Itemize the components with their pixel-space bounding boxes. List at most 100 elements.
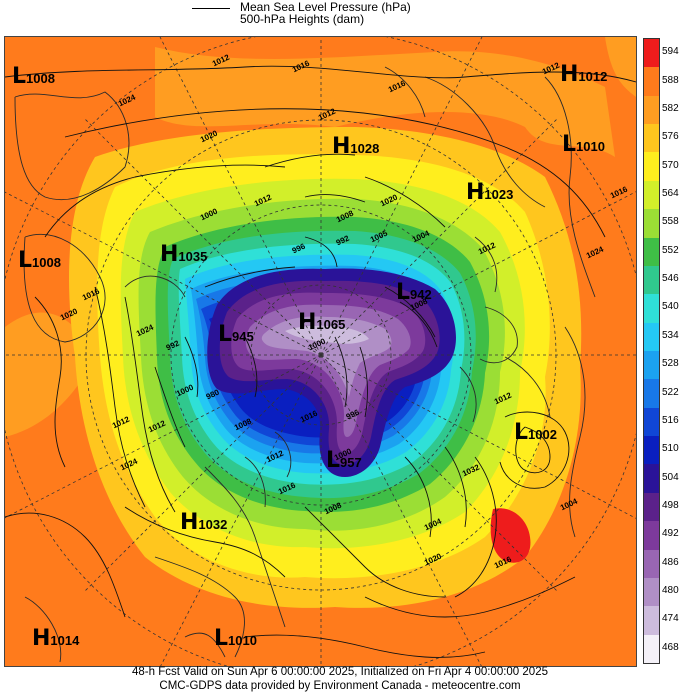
center-letter: L — [562, 132, 577, 157]
center-pressure-value: 1012 — [578, 69, 608, 84]
low-center-l1008-w: L1008 — [18, 248, 61, 273]
legend-mslp-label: Mean Sea Level Pressure (hPa) — [240, 0, 411, 14]
center-letter: H — [466, 180, 485, 205]
center-pressure-value: 942 — [410, 287, 432, 302]
fill-474 — [285, 325, 369, 344]
colorbar-level-label: 504 — [662, 471, 679, 483]
colorbar-cell — [644, 464, 659, 494]
center-pressure-value: 945 — [232, 329, 254, 344]
height-colorbar — [643, 38, 660, 664]
center-letter: L — [396, 280, 411, 305]
colorbar-cell — [644, 152, 659, 182]
center-pressure-value: 1032 — [198, 517, 228, 532]
colorbar-level-label: 486 — [662, 556, 679, 568]
colorbar-level-label: 588 — [662, 74, 679, 86]
center-pressure-value: 1014 — [50, 633, 80, 648]
colorbar-cell — [644, 124, 659, 153]
colorbar-cell — [644, 577, 659, 607]
fill-582-west — [5, 312, 95, 437]
map-footer: 48-h Fcst Valid on Sun Apr 6 00:00:00 20… — [0, 665, 680, 693]
center-letter: L — [12, 64, 27, 89]
colorbar-level-label: 480 — [662, 585, 679, 597]
colorbar-cell — [644, 95, 659, 125]
colorbar-cell — [644, 407, 659, 437]
isobar-lines — [5, 65, 636, 658]
colorbar-level-label: 498 — [662, 500, 679, 511]
colorbar-cell — [644, 351, 659, 380]
center-letter: L — [218, 322, 233, 347]
colorbar-cell — [644, 294, 659, 324]
high-center-h1065: H1065 — [298, 310, 345, 335]
center-letter: L — [514, 420, 529, 445]
center-letter: H — [32, 626, 51, 651]
colorbar-level-label: 546 — [662, 273, 679, 285]
colorbar-cell — [644, 606, 659, 636]
center-pressure-value: 1008 — [32, 255, 61, 270]
colorbar-cell — [644, 39, 659, 68]
colorbar-level-label: 474 — [662, 613, 679, 625]
colorbar-level-label: 576 — [662, 131, 679, 143]
colorbar-level-label: 516 — [662, 414, 679, 426]
colorbar-level-label: 468 — [662, 641, 679, 653]
colorbar-level-label: 510 — [662, 443, 679, 455]
colorbar-level-label: 582 — [662, 102, 679, 114]
colorbar-cell — [644, 634, 659, 664]
high-center-h1012-ne: H1012 — [560, 62, 607, 87]
low-center-l1002: L1002 — [514, 420, 557, 445]
high-center-h1035: H1035 — [160, 242, 207, 267]
center-pressure-value: 1008 — [26, 71, 55, 86]
colorbar-level-label: 522 — [662, 386, 679, 398]
colorbar-cell — [644, 180, 659, 210]
center-letter: H — [180, 510, 199, 535]
colorbar-level-label: 594 — [662, 46, 679, 58]
map-legend: Mean Sea Level Pressure (hPa) 500-hPa He… — [0, 0, 680, 36]
low-center-l957: L957 — [326, 448, 362, 473]
colorbar-cell — [644, 549, 659, 579]
colorbar-cell — [644, 322, 659, 352]
colorbar-level-label: 558 — [662, 216, 679, 228]
colorbar-cell — [644, 492, 659, 522]
low-center-l945: L945 — [218, 322, 254, 347]
colorbar-cell — [644, 436, 659, 465]
high-center-h1032: H1032 — [180, 510, 227, 535]
colorbar-level-label: 540 — [662, 301, 679, 313]
fill-594-spot — [490, 508, 531, 563]
high-center-h1028: H1028 — [332, 134, 379, 159]
data-credit-text: CMC-GDPS data provided by Environment Ca… — [159, 680, 521, 692]
center-letter: H — [332, 134, 351, 159]
low-center-l942: L942 — [396, 280, 432, 305]
coastlines — [14, 66, 596, 663]
colorbar-level-label: 492 — [662, 528, 679, 540]
valid-time-text: 48-h Fcst Valid on Sun Apr 6 00:00:00 20… — [132, 666, 548, 678]
center-pressure-value: 957 — [340, 455, 362, 470]
center-pressure-value: 1035 — [178, 249, 208, 264]
high-center-h1014: H1014 — [32, 626, 79, 651]
center-pressure-value: 1065 — [316, 317, 346, 332]
legend-heights-label: 500-hPa Heights (dam) — [240, 12, 365, 26]
colorbar-cell — [644, 237, 659, 267]
center-letter: L — [326, 448, 341, 473]
colorbar-level-label: 570 — [662, 159, 679, 171]
center-pressure-value: 1010 — [576, 139, 605, 154]
center-pressure-value: 1002 — [528, 427, 557, 442]
map-canvas — [5, 37, 636, 666]
center-letter: H — [160, 242, 179, 267]
colorbar-cell — [644, 67, 659, 97]
colorbar-level-label: 564 — [662, 188, 679, 199]
low-center-l1010-ne: L1010 — [562, 132, 605, 157]
colorbar-cell — [644, 265, 659, 295]
colorbar-level-label: 534 — [662, 329, 679, 341]
center-letter: H — [560, 62, 579, 87]
fill-582-corner — [605, 37, 636, 97]
colorbar-cell — [644, 209, 659, 239]
colorbar-level-label: 528 — [662, 358, 679, 370]
center-pressure-value: 1023 — [484, 187, 514, 202]
colorbar-level-label: 552 — [662, 244, 679, 256]
high-center-h1023: H1023 — [466, 180, 513, 205]
center-letter: L — [18, 248, 33, 273]
center-pressure-value: 1010 — [228, 633, 257, 648]
center-pressure-value: 1028 — [350, 141, 380, 156]
forecast-map — [4, 36, 637, 667]
low-center-l1010-s: L1010 — [214, 626, 257, 651]
colorbar-cell — [644, 379, 659, 409]
